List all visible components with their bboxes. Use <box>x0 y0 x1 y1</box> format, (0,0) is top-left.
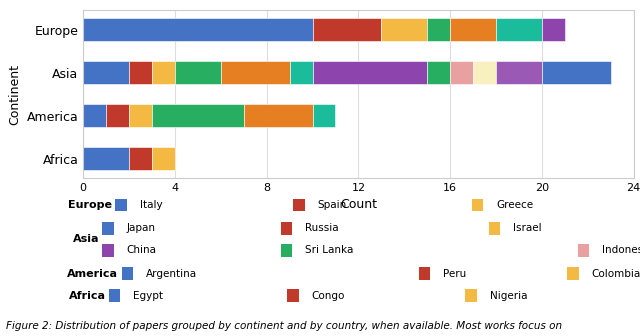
Text: Sri Lanka: Sri Lanka <box>305 245 353 255</box>
Text: Congo: Congo <box>312 291 345 301</box>
Text: America: America <box>67 269 118 279</box>
Bar <box>83 18 312 41</box>
X-axis label: Count: Count <box>340 199 377 211</box>
Bar <box>83 61 129 84</box>
Bar <box>83 147 129 170</box>
Text: Greece: Greece <box>496 200 533 210</box>
Bar <box>381 18 428 41</box>
Text: China: China <box>127 245 157 255</box>
Bar <box>289 61 312 84</box>
Text: Asia: Asia <box>73 235 99 244</box>
Bar <box>152 147 175 170</box>
Bar <box>152 61 175 84</box>
Text: Africa: Africa <box>68 291 106 301</box>
Text: Argentina: Argentina <box>146 269 197 279</box>
Bar <box>312 61 428 84</box>
Bar <box>129 61 152 84</box>
Bar <box>83 104 106 127</box>
Text: Spain: Spain <box>317 200 347 210</box>
Text: Europe: Europe <box>68 200 112 210</box>
Bar <box>428 61 450 84</box>
Bar <box>450 61 473 84</box>
Text: Japan: Japan <box>127 223 156 234</box>
Bar <box>542 18 564 41</box>
Bar <box>312 18 381 41</box>
Text: Peru: Peru <box>443 269 467 279</box>
Bar <box>106 104 129 127</box>
Text: Israel: Israel <box>513 223 541 234</box>
Bar <box>152 104 244 127</box>
Bar <box>450 18 496 41</box>
Bar <box>428 18 450 41</box>
Text: Colombia: Colombia <box>592 269 640 279</box>
Text: Figure 2: Distribution of papers grouped by continent and by country, when avail: Figure 2: Distribution of papers grouped… <box>6 321 563 331</box>
Bar <box>496 61 542 84</box>
Bar <box>473 61 496 84</box>
Bar <box>312 104 335 127</box>
Bar <box>496 18 542 41</box>
Bar <box>244 104 312 127</box>
Text: Italy: Italy <box>140 200 162 210</box>
Text: Indonesia: Indonesia <box>602 245 640 255</box>
Bar <box>175 61 221 84</box>
Bar <box>129 104 152 127</box>
Bar <box>129 147 152 170</box>
Bar <box>221 61 289 84</box>
Text: Russia: Russia <box>305 223 339 234</box>
Text: Nigeria: Nigeria <box>490 291 527 301</box>
Bar <box>542 61 611 84</box>
Text: Egypt: Egypt <box>133 291 163 301</box>
Y-axis label: Continent: Continent <box>8 64 21 125</box>
